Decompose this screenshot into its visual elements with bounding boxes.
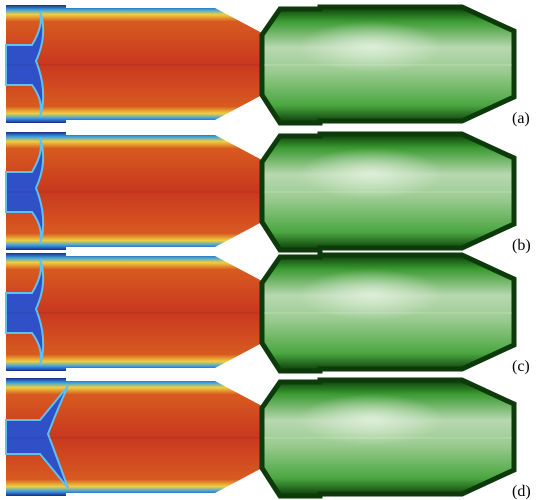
temperature-field [6, 253, 262, 371]
highlight [290, 148, 470, 212]
highlight [290, 21, 470, 85]
panel-label: (a) [512, 110, 530, 127]
panel-row: (d) [6, 378, 531, 500]
temperature-field [6, 132, 262, 250]
temperature-field [6, 5, 262, 123]
figure: (a) (b) (c) (d) [0, 0, 537, 500]
panel-row: (b) [6, 132, 531, 254]
panel-label: (d) [512, 483, 531, 500]
highlight [290, 269, 470, 333]
panel-row: (a) [6, 5, 530, 127]
panel-label: (b) [512, 237, 531, 254]
panel-row: (c) [6, 253, 530, 375]
highlight [290, 394, 470, 458]
panel-label: (c) [512, 358, 530, 375]
